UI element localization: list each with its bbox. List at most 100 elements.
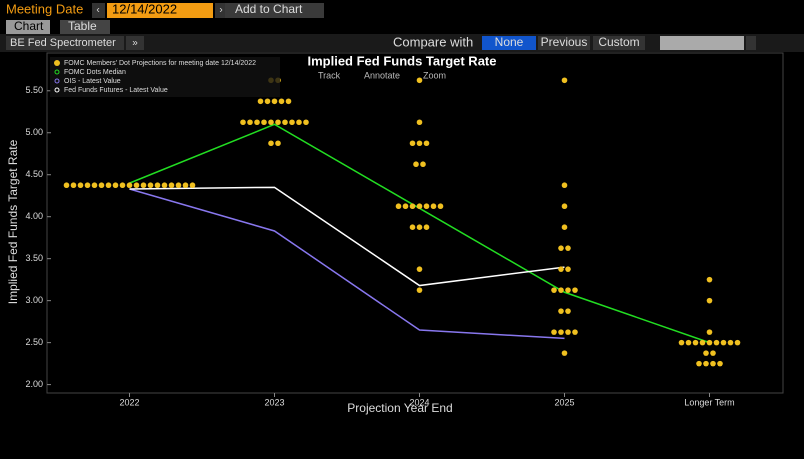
dot	[175, 182, 182, 189]
add-button[interactable]	[225, 3, 324, 18]
expand-button[interactable]	[126, 36, 144, 50]
tab-table[interactable]	[60, 20, 110, 34]
dot	[395, 203, 402, 210]
dot	[296, 119, 302, 126]
compare-previous-text: Previous	[541, 35, 588, 49]
dot	[402, 203, 409, 210]
y-tick-label: 5.50	[25, 85, 43, 95]
dot	[437, 203, 444, 210]
dot	[720, 339, 727, 346]
legend-swatch	[54, 87, 60, 93]
x-axis-label: Projection Year End	[347, 401, 452, 415]
dot	[240, 119, 246, 126]
dot	[430, 203, 437, 210]
dot	[706, 339, 713, 346]
expand-icon: »	[132, 38, 138, 49]
dot	[565, 266, 571, 272]
compare-custom-text: Custom	[598, 35, 639, 49]
compare-custom[interactable]	[593, 36, 645, 50]
dot	[558, 245, 564, 251]
dot	[268, 119, 274, 126]
dot	[278, 98, 285, 105]
custom-dropdown[interactable]	[746, 36, 756, 50]
dot	[285, 98, 292, 105]
y-axis-label: Implied Fed Funds Target Rate	[6, 139, 20, 304]
dot	[98, 182, 105, 189]
x-tick-label: 2023	[264, 397, 284, 407]
dot	[416, 224, 423, 230]
tool-button: Zoom	[423, 70, 446, 80]
dot	[282, 119, 288, 126]
legend-swatch	[54, 78, 60, 84]
chart-title: Implied Fed Funds Target Rate	[307, 53, 496, 68]
dot	[561, 350, 568, 356]
dot	[289, 119, 295, 126]
next-button[interactable]	[215, 3, 228, 18]
dot	[63, 182, 70, 189]
series-line	[129, 188, 565, 340]
dot	[409, 140, 416, 147]
prev-button[interactable]	[92, 3, 105, 18]
compare-none[interactable]	[482, 36, 536, 50]
legend-label: FOMC Members' Dot Projections for meetin…	[64, 60, 256, 67]
dot	[710, 360, 716, 367]
series-line	[129, 186, 565, 287]
prev-arrow: ‹	[96, 5, 99, 16]
dot	[105, 182, 112, 189]
dot	[140, 182, 147, 189]
y-tick-label: 5.00	[25, 127, 43, 137]
dot	[275, 140, 281, 147]
x-tick-label: 2025	[554, 397, 574, 407]
dot	[558, 266, 564, 272]
x-tick-label: 2024	[409, 397, 429, 407]
dot	[420, 161, 426, 168]
dot	[706, 276, 713, 283]
date-text: 12/14/2022	[112, 1, 177, 16]
dot	[409, 203, 416, 210]
dot	[558, 308, 564, 314]
dot	[713, 339, 720, 346]
dot	[565, 329, 571, 335]
dot	[561, 203, 568, 210]
date-input[interactable]	[107, 3, 213, 18]
dot	[558, 287, 564, 293]
dot	[561, 77, 568, 84]
custom-field[interactable]	[660, 36, 744, 50]
dot	[413, 161, 419, 168]
dot	[565, 287, 571, 293]
compare-previous[interactable]	[538, 36, 590, 50]
compare-none-text: None	[495, 35, 524, 49]
compare-label: Compare with	[393, 34, 473, 49]
dot	[257, 98, 264, 105]
dot	[703, 360, 709, 367]
legend-label: OIS - Latest Value	[64, 78, 121, 85]
dot	[133, 182, 140, 189]
dot	[70, 182, 77, 189]
tab-chart-text: Chart	[14, 19, 44, 33]
source-text: BE Fed Spectrometer	[10, 37, 116, 49]
dot	[692, 339, 699, 346]
dot	[91, 182, 98, 189]
meeting-label: Meeting Date	[6, 1, 83, 16]
dot	[423, 203, 430, 210]
dot	[247, 119, 253, 126]
dot	[734, 339, 741, 346]
dot	[710, 350, 716, 356]
dot	[254, 119, 260, 126]
legend-label: FOMC Dots Median	[64, 69, 126, 76]
dot	[261, 119, 267, 126]
source-field[interactable]	[6, 36, 124, 50]
dot	[154, 182, 161, 189]
dot	[551, 329, 557, 335]
x-tick-label: Longer Term	[684, 397, 734, 407]
tab-chart[interactable]	[6, 20, 50, 34]
dot	[264, 98, 271, 105]
y-tick-label: 4.00	[25, 211, 43, 221]
dot	[409, 224, 416, 230]
dot	[416, 119, 423, 126]
dot	[561, 224, 568, 230]
legend-swatch	[54, 60, 60, 66]
tab-table-text: Table	[68, 19, 97, 33]
y-tick-label: 2.50	[25, 337, 43, 347]
